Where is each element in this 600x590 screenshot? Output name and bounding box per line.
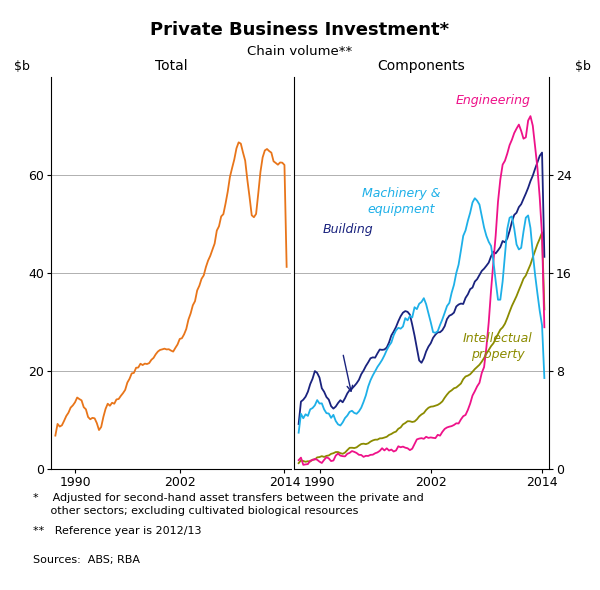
Text: *    Adjusted for second-hand asset transfers between the private and: * Adjusted for second-hand asset transfe… — [33, 493, 424, 503]
Text: Chain volume**: Chain volume** — [247, 45, 353, 58]
Text: Building: Building — [322, 222, 373, 235]
Text: Machinery &
equipment: Machinery & equipment — [362, 186, 440, 215]
Text: Private Business Investment*: Private Business Investment* — [151, 21, 449, 39]
Text: Components: Components — [377, 59, 466, 73]
Text: Total: Total — [155, 59, 187, 73]
Text: $b: $b — [575, 60, 590, 73]
Text: Sources:  ABS; RBA: Sources: ABS; RBA — [33, 555, 140, 565]
Text: $b: $b — [14, 60, 29, 73]
Text: Intellectual
property: Intellectual property — [463, 332, 533, 360]
Text: **   Reference year is 2012/13: ** Reference year is 2012/13 — [33, 526, 202, 536]
Text: other sectors; excluding cultivated biological resources: other sectors; excluding cultivated biol… — [33, 506, 358, 516]
Text: Engineering: Engineering — [455, 94, 530, 107]
